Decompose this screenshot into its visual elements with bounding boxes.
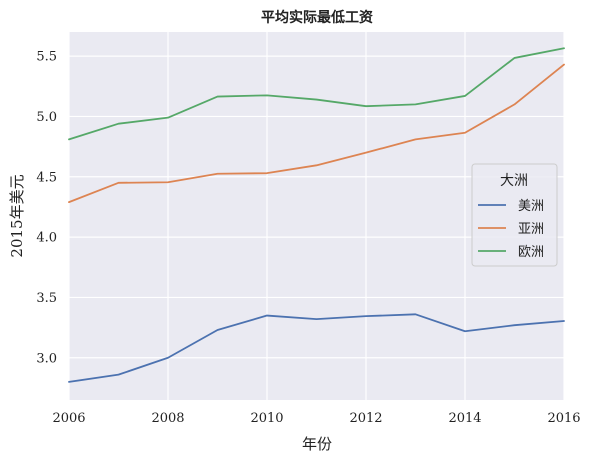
series-line-3 [68, 47, 565, 141]
y-tick-label: 3.5 [36, 291, 57, 306]
series-line-2 [68, 63, 565, 204]
x-tick-label: 2006 [52, 411, 85, 426]
x-tick-labels: 2006 2008 2010 2012 2014 2016 [52, 411, 580, 426]
legend-title: 大洲 [500, 173, 528, 189]
legend-box [471, 163, 558, 267]
x-axis-label: 年份 [302, 435, 332, 453]
series-line-1 [68, 313, 565, 383]
legend-entry-label: 亚洲 [518, 222, 544, 237]
y-tick-label: 3.0 [36, 351, 57, 366]
x-tick-label: 2016 [547, 411, 580, 426]
y-tick-label: 4.0 [36, 231, 57, 246]
series-lines [68, 47, 565, 383]
chart-title: 平均实际最低工资 [261, 9, 373, 26]
y-axis-label: 2015年美元 [8, 174, 26, 257]
x-tick-label: 2014 [448, 411, 481, 426]
y-tick-label: 5.5 [36, 50, 57, 65]
x-tick-label: 2012 [349, 411, 382, 426]
x-tick-label: 2008 [151, 411, 184, 426]
legend-entry-label: 美洲 [518, 199, 544, 214]
y-tick-label: 4.5 [36, 170, 57, 185]
legend-entry-label: 欧洲 [518, 245, 544, 260]
x-tick-label: 2010 [250, 411, 283, 426]
y-tick-labels: 3.0 3.5 4.0 4.5 5.0 5.5 [36, 50, 57, 367]
y-tick-label: 5.0 [36, 110, 57, 125]
